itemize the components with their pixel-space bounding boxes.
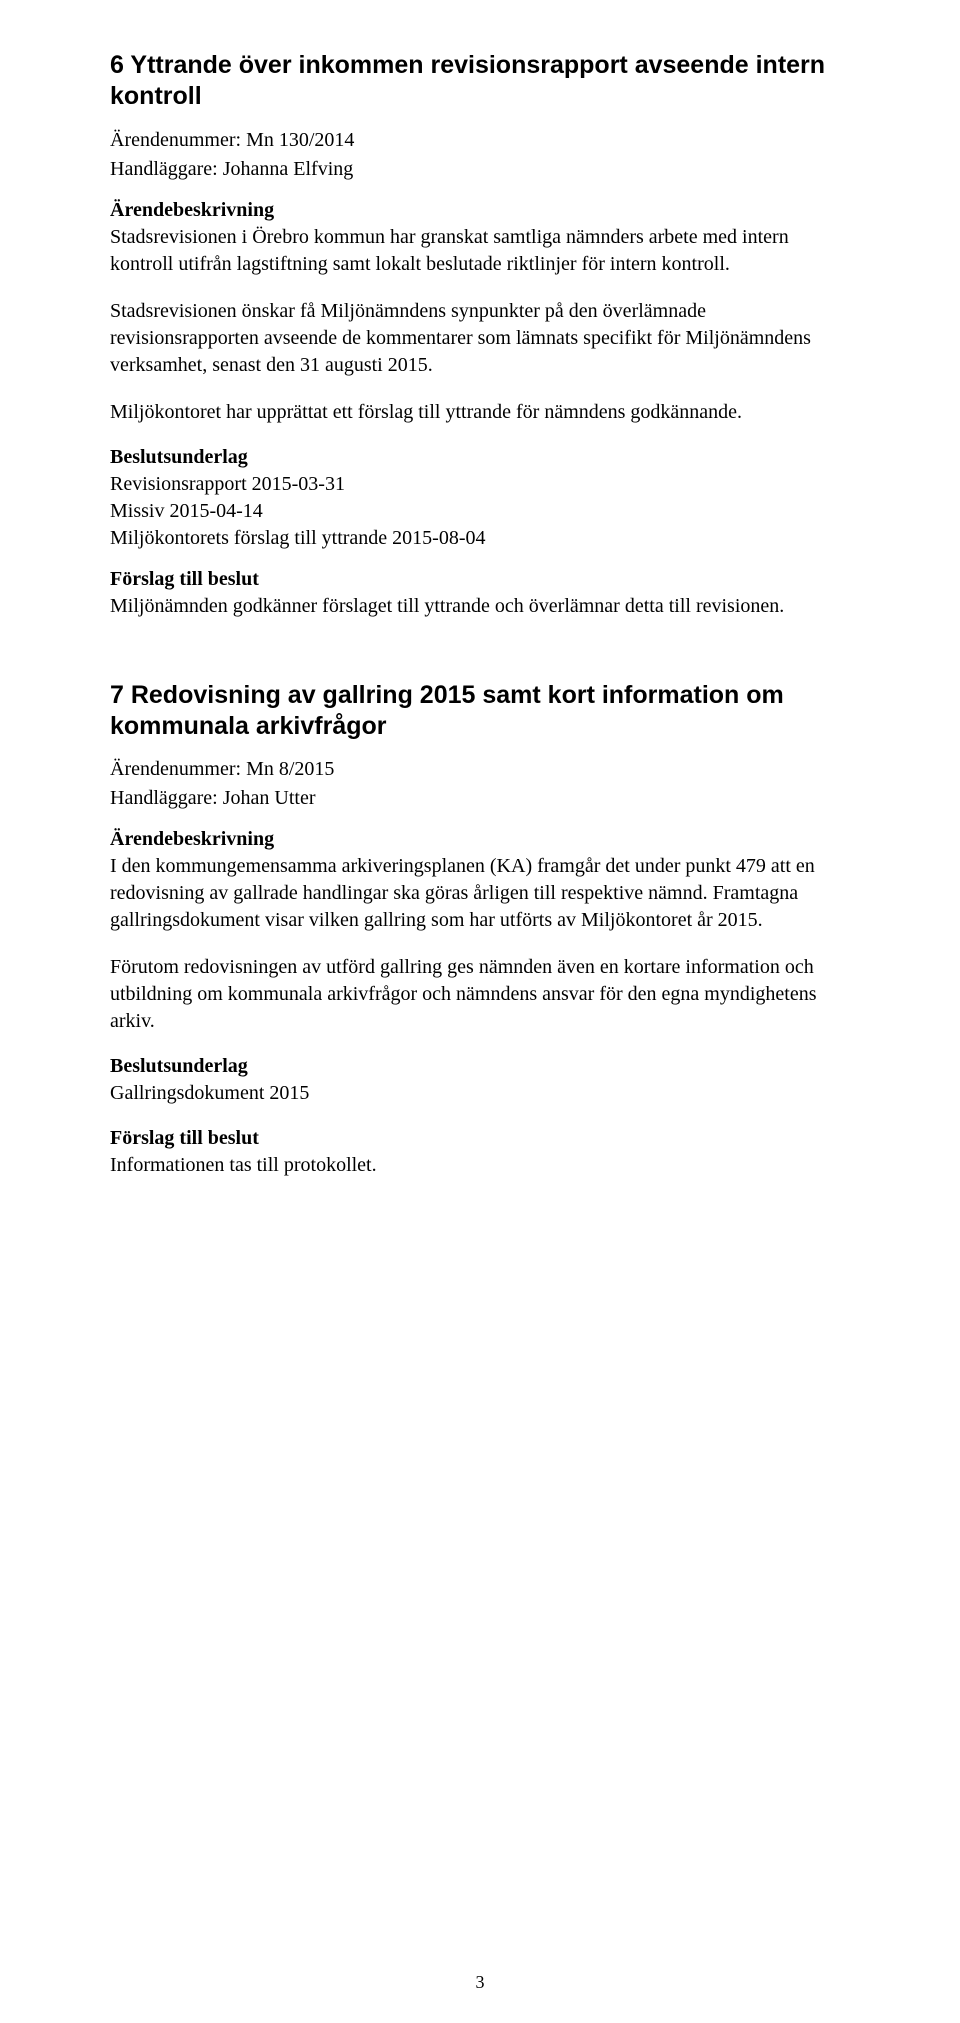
section-6-handlaggare: Handläggare: Johanna Elfving [110,156,850,183]
section-6-underlag-2: Missiv 2015-04-14 [110,498,850,525]
section-spacer [110,640,850,680]
section-7-underlag-head: Beslutsunderlag [110,1055,850,1078]
section-6-arendenummer: Ärendenummer: Mn 130/2014 [110,127,850,154]
section-6-underlag-1: Revisionsrapport 2015-03-31 [110,471,850,498]
section-7-arendenummer: Ärendenummer: Mn 8/2015 [110,756,850,783]
section-7-handlaggare: Handläggare: Johan Utter [110,785,850,812]
section-6-beskrivning-head: Ärendebeskrivning [110,199,850,222]
section-6-underlag-3: Miljökontorets förslag till yttrande 201… [110,525,850,552]
section-7-beskrivning-head: Ärendebeskrivning [110,828,850,851]
section-6-underlag-head: Beslutsunderlag [110,446,850,469]
section-6-forslag-head: Förslag till beslut [110,568,850,591]
section-7-beskrivning-p2: Förutom redovisningen av utförd gallring… [110,954,850,1035]
document-page: 6 Yttrande över inkommen revisionsrappor… [0,0,960,2023]
section-7-beskrivning-p1: I den kommungemensamma arkiveringsplanen… [110,853,850,934]
section-7-forslag-head: Förslag till beslut [110,1127,850,1150]
section-7-forslag-p: Informationen tas till protokollet. [110,1152,850,1179]
section-6-beskrivning-p3: Miljökontoret har upprättat ett förslag … [110,399,850,426]
section-6-beskrivning-p1: Stadsrevisionen i Örebro kommun har gran… [110,224,850,278]
section-7-title: 7 Redovisning av gallring 2015 samt kort… [110,680,850,743]
section-6-forslag-p: Miljönämnden godkänner förslaget till yt… [110,593,850,620]
section-6-title: 6 Yttrande över inkommen revisionsrappor… [110,50,850,113]
section-7-underlag-1: Gallringsdokument 2015 [110,1080,850,1107]
page-number: 3 [0,1972,960,1993]
section-6-beskrivning-p2: Stadsrevisionen önskar få Miljönämndens … [110,298,850,379]
